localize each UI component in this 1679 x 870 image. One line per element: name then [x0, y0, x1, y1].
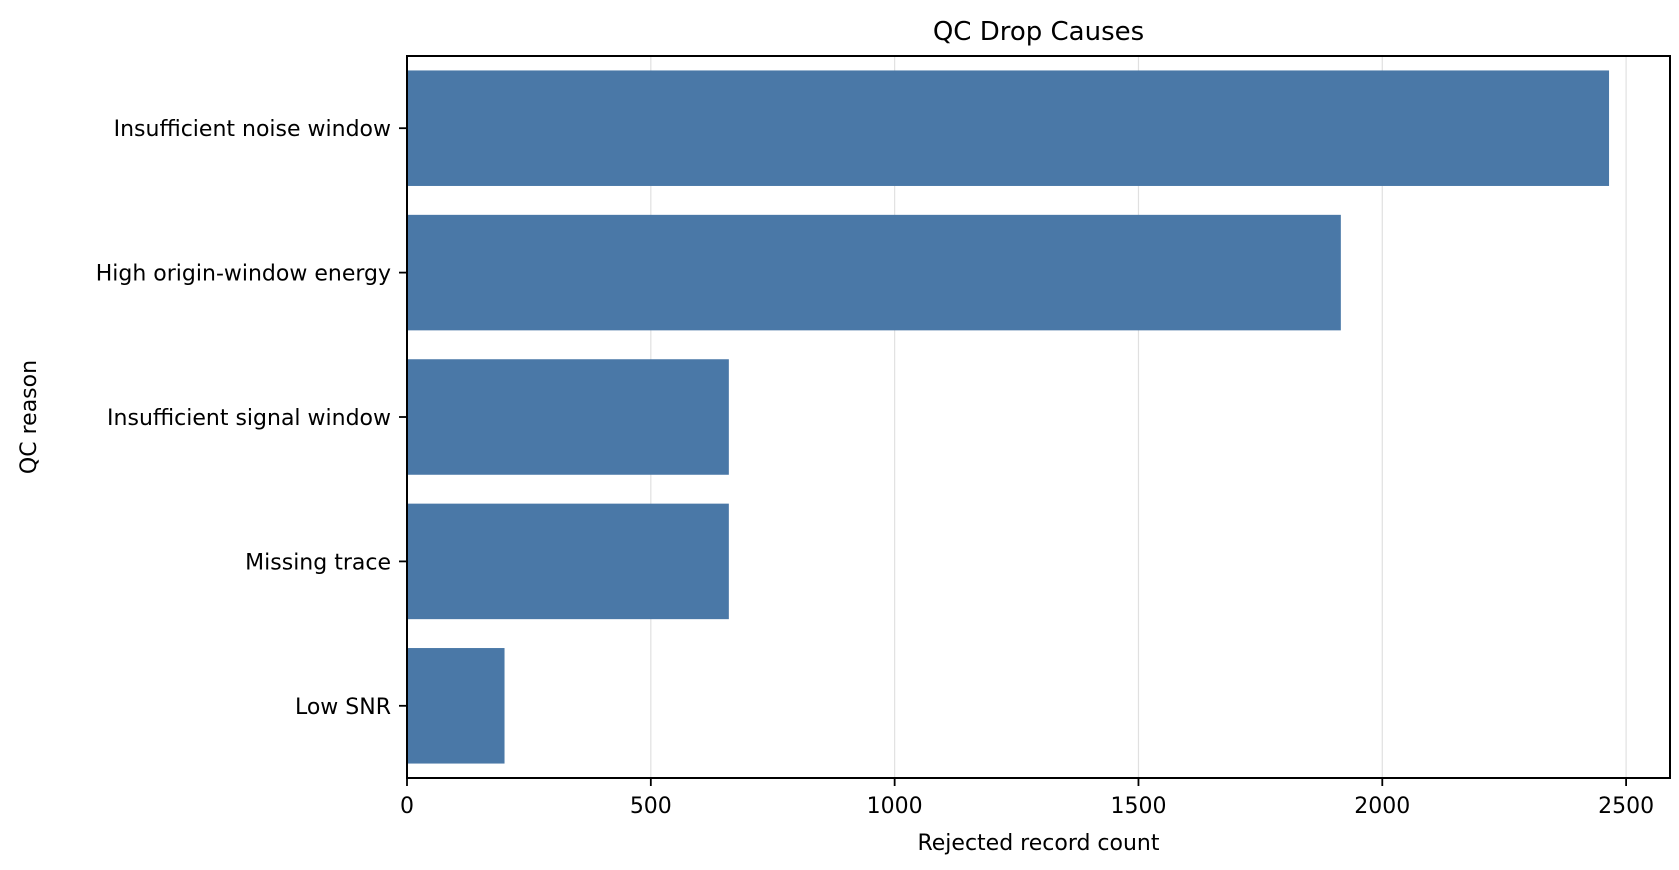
y-axis-ticks: Insufficient noise window High origin-win…: [96, 117, 407, 720]
y-tick-label-0: Insufficient noise window: [114, 117, 391, 142]
x-tick-label-0: 0: [400, 794, 414, 819]
bar-insufficient-signal-window: [407, 359, 729, 475]
x-tick-label-5: 2500: [1598, 794, 1654, 819]
bar-missing-trace: [407, 503, 729, 620]
chart-title: QC Drop Causes: [933, 17, 1144, 47]
y-tick-label-1: High origin-window energy: [96, 262, 391, 287]
x-tick-label-2: 1000: [867, 794, 923, 819]
x-axis-label: Rejected record count: [917, 831, 1159, 856]
y-axis-label: QC reason: [17, 360, 42, 474]
y-tick-label-2: Insufficient signal window: [107, 406, 391, 431]
bar-insufficient-noise-window: [407, 70, 1610, 186]
bar-low-snr: [407, 648, 505, 764]
x-tick-label-3: 1500: [1110, 794, 1166, 819]
y-tick-label-4: Low SNR: [295, 695, 391, 720]
bar-high-origin-window-energy: [407, 214, 1341, 331]
bar-series: [407, 70, 1610, 764]
x-tick-label-4: 2000: [1354, 794, 1410, 819]
x-axis-ticks: 0 500 1000 1500 2000 2500: [400, 778, 1654, 819]
x-tick-label-1: 500: [630, 794, 672, 819]
y-tick-label-3: Missing trace: [245, 550, 391, 575]
